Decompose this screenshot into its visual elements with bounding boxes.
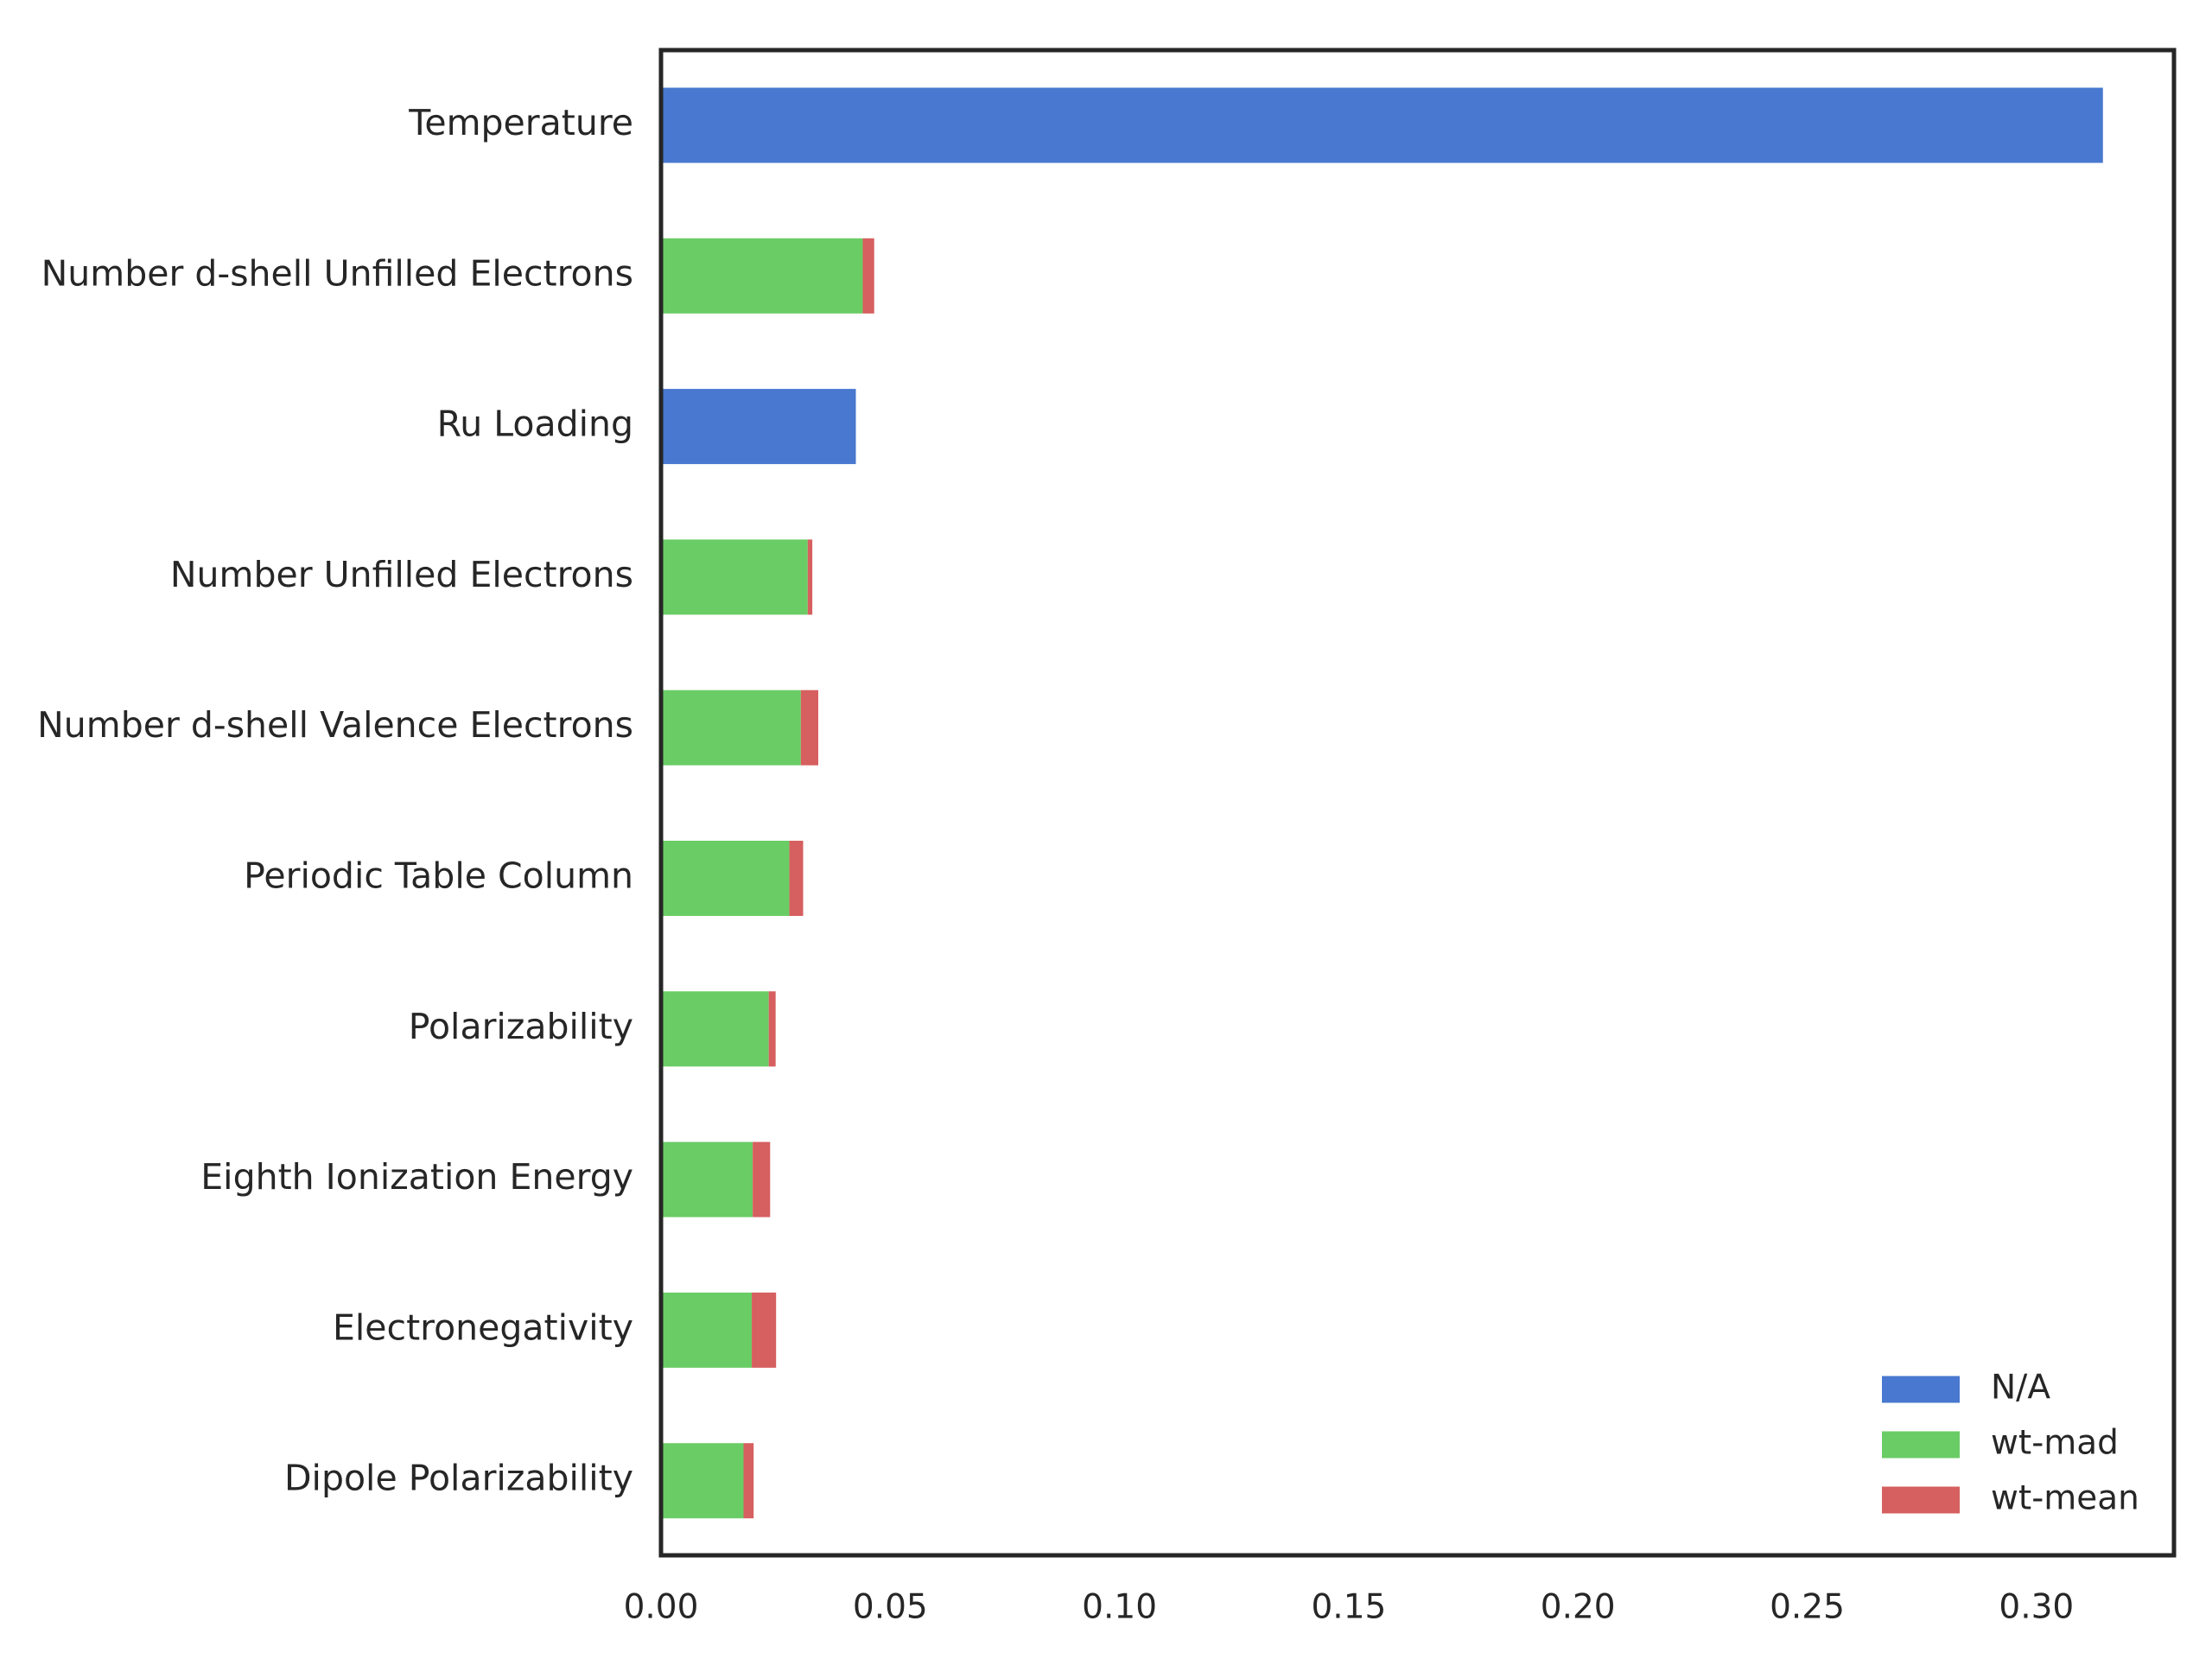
x-tick-label: 0.25 xyxy=(1770,1588,1845,1627)
x-tick-label: 0.05 xyxy=(853,1588,928,1627)
legend-swatch xyxy=(1882,1431,1960,1459)
bar-n-a-2 xyxy=(661,389,856,465)
bar-wt-mean-7 xyxy=(753,1141,771,1217)
bar-wt-mean-9 xyxy=(743,1443,754,1519)
legend: N/A wt-mad wt-mean xyxy=(1882,1369,2139,1518)
bar-wt-mad-5 xyxy=(661,841,790,916)
bar-wt-mad-1 xyxy=(661,238,863,314)
bar-wt-mean-8 xyxy=(752,1292,777,1368)
bar-wt-mad-9 xyxy=(661,1443,744,1519)
legend-label: N/A xyxy=(1991,1369,2050,1408)
bar-wt-mad-4 xyxy=(661,690,801,766)
x-tick-label: 0.10 xyxy=(1082,1588,1157,1627)
legend-label: wt-mean xyxy=(1991,1479,2139,1518)
category-label: Number d-shell Valence Electrons xyxy=(37,704,633,746)
category-label: Eighth Ionization Energy xyxy=(200,1156,633,1198)
category-label: Ru Loading xyxy=(437,404,633,445)
x-tick-label: 0.30 xyxy=(1999,1588,2074,1627)
category-label: Electronegativity xyxy=(333,1306,633,1348)
bar-wt-mad-3 xyxy=(661,539,808,615)
x-tick-label: 0.20 xyxy=(1541,1588,1616,1627)
bars-layer xyxy=(661,87,2103,1519)
x-tick-label: 0.15 xyxy=(1311,1588,1386,1627)
category-labels: Temperature Number d-shell Unfilled Elect… xyxy=(37,102,633,1499)
bar-wt-mean-4 xyxy=(800,690,818,766)
bar-wt-mad-7 xyxy=(661,1141,753,1217)
legend-swatch xyxy=(1882,1376,1960,1403)
bar-wt-mean-5 xyxy=(789,841,804,916)
legend-swatch xyxy=(1882,1486,1960,1514)
x-tick-label: 0.00 xyxy=(624,1588,699,1627)
category-label: Number d-shell Unfilled Electrons xyxy=(41,252,633,294)
bar-n-a-0 xyxy=(661,87,2103,163)
bar-wt-mean-3 xyxy=(807,539,813,615)
category-label: Temperature xyxy=(408,102,633,143)
category-label: Polarizability xyxy=(409,1006,633,1047)
bar-wt-mean-1 xyxy=(862,238,874,314)
bar-wt-mad-6 xyxy=(661,991,769,1067)
legend-label: wt-mad xyxy=(1991,1424,2119,1463)
plot-frame xyxy=(658,48,2177,1558)
x-axis-ticks: 0.00 0.05 0.10 0.15 0.20 0.25 0.30 xyxy=(624,1588,2075,1627)
bar-wt-mean-6 xyxy=(768,991,776,1067)
bar-wt-mad-8 xyxy=(661,1292,753,1368)
category-label: Dipole Polarizability xyxy=(284,1458,633,1499)
category-label: Number Unfilled Electrons xyxy=(170,554,633,595)
category-label: Periodic Table Column xyxy=(244,855,633,897)
